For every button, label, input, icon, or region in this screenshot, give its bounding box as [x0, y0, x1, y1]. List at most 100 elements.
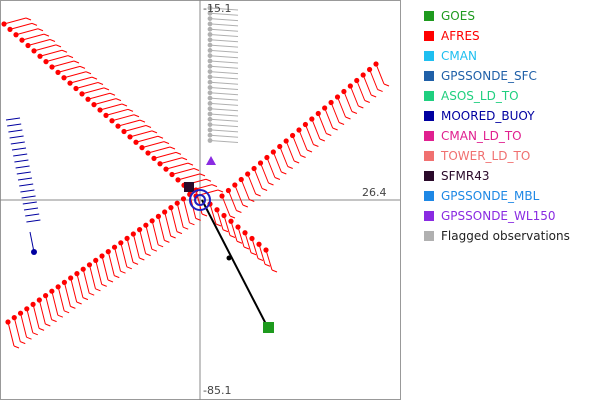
legend-label: GPSSONDE_WL150 [441, 209, 556, 223]
wind-barb-flag [181, 157, 188, 161]
wind-barb [317, 113, 327, 134]
wind-barb-flag [37, 28, 44, 32]
legend-item[interactable]: TOWER_LD_TO [424, 146, 596, 166]
observation-point [238, 176, 244, 183]
wind-barb [135, 135, 159, 143]
observation-point [207, 69, 213, 74]
observation-point [207, 122, 213, 127]
wind-barb [209, 71, 239, 75]
wind-barb-flag [145, 253, 151, 257]
wind-barb [81, 87, 105, 95]
observation-point [137, 227, 143, 233]
legend-swatch [424, 31, 434, 41]
observation-point [73, 85, 79, 92]
wind-barb [26, 308, 34, 333]
legend-item[interactable]: GPSSONDE_MBL [424, 186, 596, 206]
legend-swatch [424, 51, 434, 61]
track-line [201, 199, 269, 329]
wind-barb [369, 69, 379, 90]
wind-barb-flag [189, 222, 195, 226]
wind-barb-flag [195, 217, 201, 221]
observation-point [168, 205, 174, 211]
legend: GOES AFRES CMAN GPSSONDE_SFC ASOS_LD_TO … [424, 6, 596, 246]
wind-barb [126, 238, 134, 263]
observation-point [245, 171, 251, 177]
observation-point [130, 231, 136, 237]
observation-point [149, 218, 155, 224]
legend-item[interactable]: AFRES [424, 26, 596, 46]
wind-barb [209, 108, 239, 112]
wind-barb [165, 162, 189, 170]
wind-barb-flag [91, 76, 98, 80]
wind-barb [209, 34, 239, 37]
wind-barb [209, 92, 239, 96]
legend-item[interactable]: GPSSONDE_WL150 [424, 206, 596, 226]
wind-barb [209, 81, 239, 85]
observation-point [347, 83, 353, 89]
observation-point [309, 116, 315, 122]
wind-barb-flag [271, 269, 278, 273]
observation-point [13, 32, 19, 38]
wind-barb [51, 60, 75, 68]
wind-barb [209, 129, 239, 133]
legend-item[interactable]: ASOS_LD_TO [424, 86, 596, 106]
legend-item[interactable]: CMAN [424, 46, 596, 66]
legend-item[interactable]: MOORED_BUOY [424, 106, 596, 126]
observation-point [49, 288, 55, 294]
wind-barb-flag [26, 336, 32, 340]
observation-point [1, 21, 7, 27]
wind-barb [69, 76, 93, 84]
observation-point [207, 74, 213, 80]
wind-barb [57, 286, 65, 311]
wind-barb-flag [193, 168, 200, 171]
legend-label: Flagged observations [441, 229, 570, 243]
observation-point [180, 196, 187, 202]
wind-barb [16, 171, 31, 175]
legend-item[interactable]: CMAN_LD_TO [424, 126, 596, 146]
axis-label-right: 26.4 [362, 186, 387, 199]
wind-barb-flag [236, 240, 243, 244]
observation-point [207, 79, 213, 85]
observation-point [373, 61, 379, 67]
observation-point [207, 48, 213, 53]
wind-barb-flag [25, 17, 32, 21]
legend-swatch [424, 211, 434, 221]
wind-barb [9, 22, 33, 30]
buoy-track [29, 231, 35, 253]
wind-barb [237, 226, 245, 248]
wind-barb-flag [293, 160, 300, 164]
observation-point [296, 127, 302, 133]
wind-barb [209, 113, 239, 117]
wind-barb-flag [20, 341, 26, 345]
legend-swatch [424, 171, 434, 181]
wind-barb-flag [345, 116, 351, 120]
observation-point [263, 247, 269, 253]
wind-barb [298, 129, 308, 151]
observation-point [139, 145, 145, 151]
legend-item[interactable]: SFMR43 [424, 166, 596, 186]
legend-item[interactable]: Flagged observations [424, 226, 596, 246]
wind-barb-flag [261, 188, 268, 191]
observation-point [162, 209, 168, 215]
wind-barb-flag [257, 258, 264, 261]
wind-barb [244, 232, 252, 253]
observation-point [175, 177, 181, 183]
wind-barb-flag [287, 166, 293, 169]
wind-barb [95, 260, 103, 285]
wind-barb-flag [205, 178, 212, 182]
observation-point [207, 138, 213, 143]
wind-barb [209, 134, 239, 138]
wind-barb [209, 76, 239, 80]
wind-barb [209, 65, 239, 69]
legend-item[interactable]: GPSSONDE_SFC [424, 66, 596, 86]
wind-barb [57, 65, 81, 73]
observation-point [55, 69, 61, 75]
wind-barb [209, 49, 239, 53]
legend-item[interactable]: GOES [424, 6, 596, 26]
wind-barb-flag [183, 226, 189, 230]
wind-barb-flag [306, 149, 313, 153]
wind-barb [13, 153, 28, 157]
wind-barb [266, 157, 276, 178]
observation-point [219, 193, 225, 199]
wind-barb-flag [82, 297, 89, 301]
